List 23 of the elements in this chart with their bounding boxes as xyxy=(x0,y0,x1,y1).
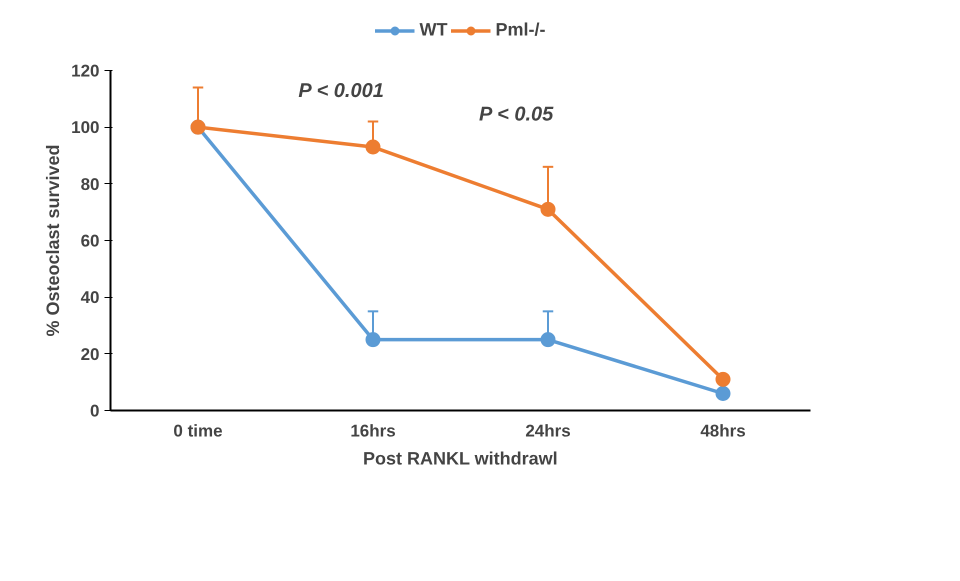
y-tick-label: 40 xyxy=(80,288,100,308)
annotation: P < 0.001 xyxy=(298,80,384,102)
annotation: P < 0.05 xyxy=(478,104,554,126)
x-tick-label: 48hrs xyxy=(700,422,746,440)
point xyxy=(540,332,556,348)
x-tick-label: 24hrs xyxy=(525,422,571,440)
y-tick-label: 120 xyxy=(71,62,100,80)
x-tick-label: 16hrs xyxy=(350,422,396,440)
point xyxy=(366,332,380,348)
point xyxy=(540,202,556,217)
y-axis-title: % Osteoclast survived xyxy=(43,144,64,337)
point xyxy=(366,140,380,154)
y-tick-label: 80 xyxy=(80,174,100,194)
x-tick-label: 0 time xyxy=(173,422,223,440)
y-tick-label: 60 xyxy=(80,232,100,250)
point xyxy=(716,372,730,387)
y-tick-label: 0 xyxy=(90,402,100,420)
x-axis-title: Post RANKL withdrawl xyxy=(363,448,558,468)
legend-label: WT xyxy=(420,20,448,40)
legend-label: Pml-/- xyxy=(495,20,546,40)
y-tick-label: 100 xyxy=(71,118,100,138)
y-tick-label: 20 xyxy=(80,344,100,364)
point xyxy=(716,386,730,401)
